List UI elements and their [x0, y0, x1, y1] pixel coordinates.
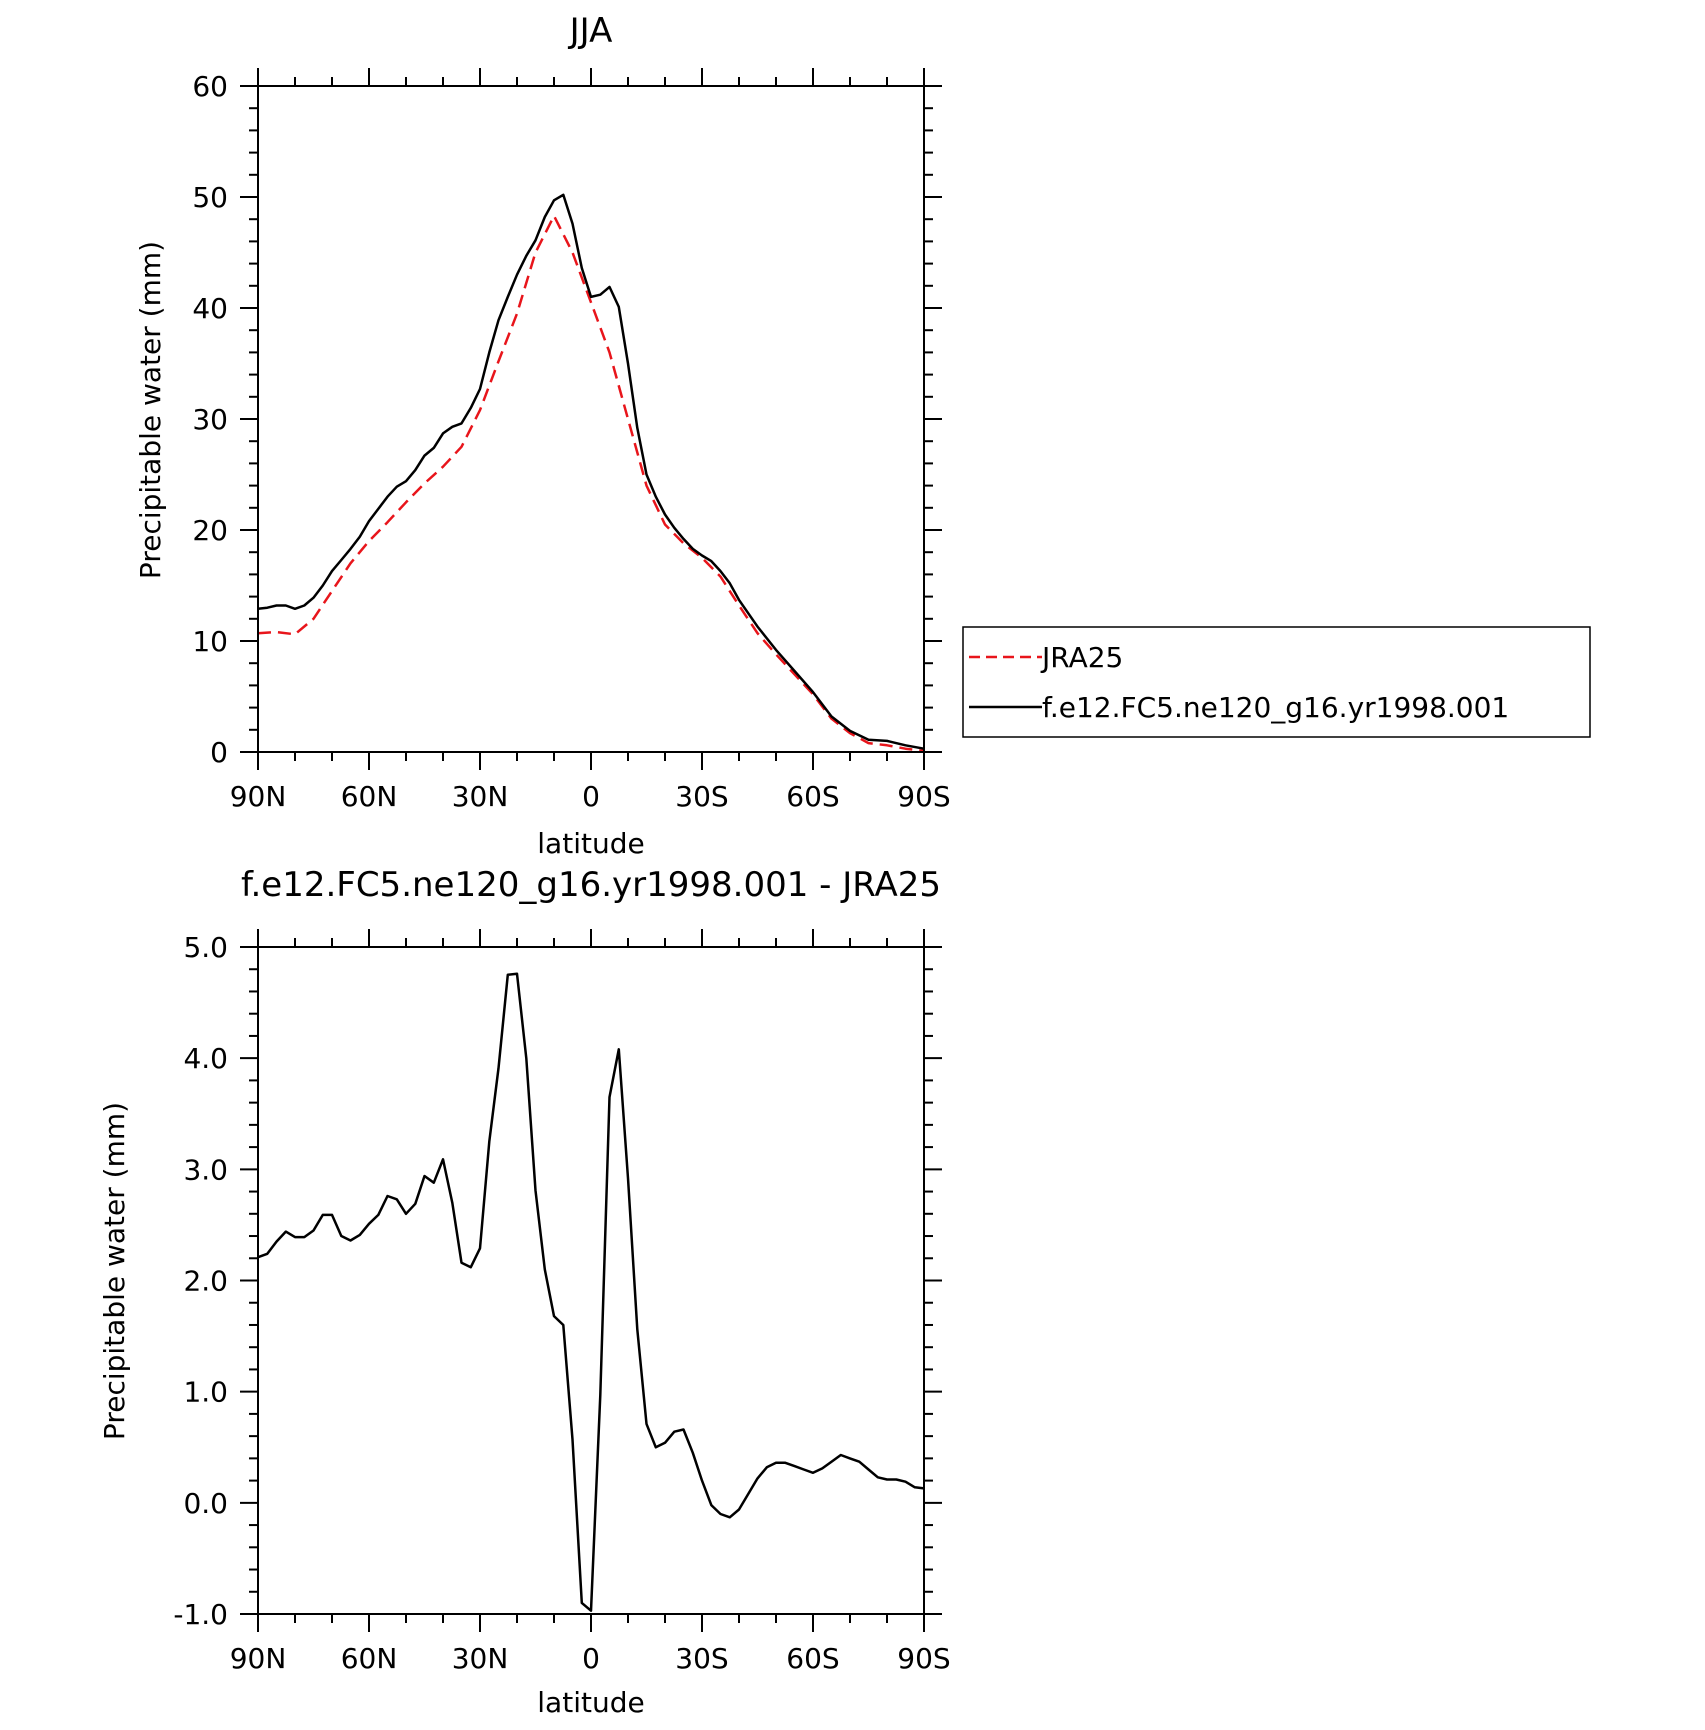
y-tick-label: 2.0 [183, 1265, 228, 1298]
y-tick-label: 60 [192, 70, 228, 103]
x-tick-label: 90N [230, 780, 287, 813]
chart-title: f.e12.FC5.ne120_g16.yr1998.001 - JRA25 [241, 865, 941, 905]
x-tick-label: 30N [452, 1642, 509, 1675]
legend-label-model: f.e12.FC5.ne120_g16.yr1998.001 [1042, 691, 1509, 724]
y-tick-label: 10 [192, 625, 228, 658]
x-tick-label: 90S [897, 1642, 950, 1675]
x-tick-label: 60N [341, 1642, 398, 1675]
x-tick-label: 60S [786, 1642, 839, 1675]
series-line-0 [257, 972, 925, 1612]
series-lines [257, 972, 925, 1612]
chart-title: JJA [568, 11, 613, 51]
legend-box [962, 626, 1591, 738]
series-line-0 [257, 214, 925, 753]
legend-label-jra25: JRA25 [1040, 641, 1123, 674]
y-tick-label: 30 [192, 403, 228, 436]
y-tick-label: 0.0 [183, 1487, 228, 1520]
y-tick-label: -1.0 [173, 1598, 228, 1631]
legend: JRA25 f.e12.FC5.ne120_g16.yr1998.001 [962, 626, 1591, 738]
x-axis-label: latitude [537, 1686, 644, 1719]
y-tick-label: 3.0 [183, 1153, 228, 1186]
tick-labels: 90N 60N 30N 0 30S 60S 90S -1.0 0.0 1.0 2.0 3.0 4.0 5.… [173, 931, 950, 1675]
axis-ticks [240, 68, 942, 770]
x-axis-label: latitude [537, 827, 644, 860]
x-tick-label: 30N [452, 780, 509, 813]
x-tick-label: 0 [582, 780, 600, 813]
plot-frame [257, 85, 925, 753]
x-tick-label: 0 [582, 1642, 600, 1675]
series-line-1 [257, 193, 925, 750]
precipitable-water-panel: JJA 90N 60N 30N 0 30S 60S 90S 0 10 20 30 40 50 60 lat… [134, 11, 951, 860]
y-tick-label: 1.0 [183, 1376, 228, 1409]
x-tick-label: 60N [341, 780, 398, 813]
y-axis-label: Precipitable water (mm) [98, 1102, 131, 1440]
y-tick-label: 40 [192, 292, 228, 325]
x-tick-label: 30S [675, 780, 728, 813]
y-tick-label: 0 [210, 736, 228, 769]
x-tick-label: 30S [675, 1642, 728, 1675]
x-tick-label: 90N [230, 1642, 287, 1675]
series-lines [257, 193, 925, 753]
y-tick-label: 4.0 [183, 1042, 228, 1075]
tick-labels: 90N 60N 30N 0 30S 60S 90S 0 10 20 30 40 50 60 [192, 70, 950, 813]
x-tick-label: 90S [897, 780, 950, 813]
difference-panel: f.e12.FC5.ne120_g16.yr1998.001 - JRA25 9… [98, 865, 951, 1719]
y-axis-label: Precipitable water (mm) [134, 241, 167, 579]
x-tick-label: 60S [786, 780, 839, 813]
axis-ticks [240, 929, 942, 1632]
y-tick-label: 5.0 [183, 931, 228, 964]
y-tick-label: 50 [192, 181, 228, 214]
y-tick-label: 20 [192, 514, 228, 547]
plot-frame [257, 946, 925, 1615]
